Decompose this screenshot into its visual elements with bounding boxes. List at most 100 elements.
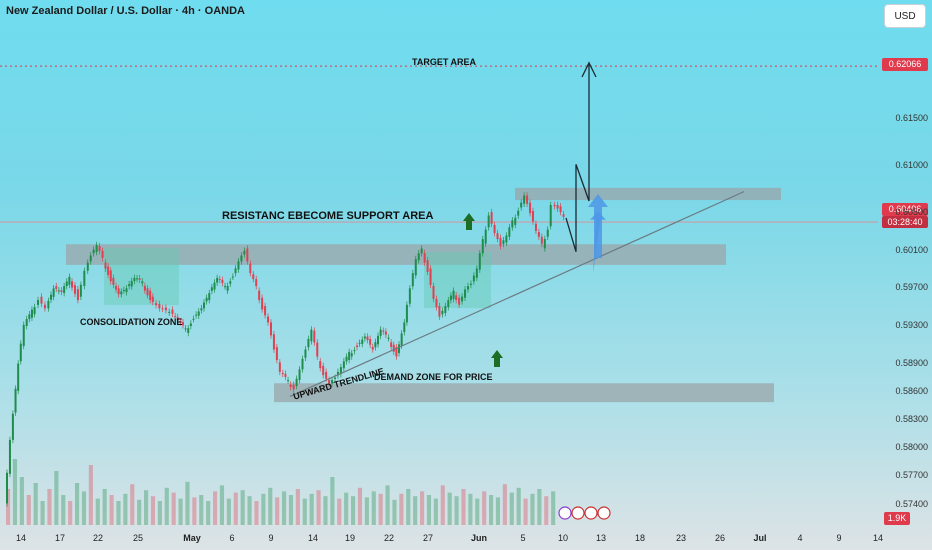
time-tick-label: 22 <box>383 533 395 543</box>
candle-body <box>325 371 328 379</box>
candle-body <box>289 384 292 387</box>
candle-body <box>151 296 154 303</box>
candle-body <box>208 293 211 301</box>
candle-body <box>408 288 411 304</box>
candle-body <box>353 350 356 352</box>
volume-bar <box>247 496 252 525</box>
volume-bar <box>502 484 507 525</box>
volume-bar <box>171 492 176 525</box>
candle-body <box>348 351 351 360</box>
candle-body <box>514 217 517 225</box>
current-price-tag: 0.60406 <box>882 203 928 216</box>
volume-bar <box>461 489 466 525</box>
candle-body <box>43 304 46 309</box>
candle-body <box>331 380 334 384</box>
time-tick-label: 14 <box>872 533 884 543</box>
candle-body <box>478 253 481 270</box>
candle-body <box>47 300 50 309</box>
demand-zone-label: DEMAND ZONE FOR PRICE <box>374 372 493 382</box>
time-tick-label: 27 <box>422 533 434 543</box>
upward-trendline <box>289 191 745 397</box>
volume-bar <box>351 496 356 525</box>
target-price-tag: 0.62066 <box>882 58 928 71</box>
candle-body <box>133 277 136 282</box>
time-tick-label: 14 <box>307 533 319 543</box>
candle-body <box>168 311 171 313</box>
candle-body <box>553 204 556 207</box>
candle-body <box>234 268 237 274</box>
candle-body <box>328 379 331 384</box>
volume-bar <box>54 471 59 525</box>
volume-bar <box>530 493 535 525</box>
candle-body <box>441 310 444 315</box>
time-tick-label: 14 <box>15 533 27 543</box>
volume-bar <box>392 499 397 525</box>
price-tick-label: 0.58300 <box>895 413 928 424</box>
volume-bar <box>433 498 438 525</box>
candle-body <box>187 328 190 333</box>
time-tick-label: 25 <box>132 533 144 543</box>
candle-body <box>310 329 313 342</box>
candle-body <box>197 311 200 316</box>
candle-body <box>475 268 478 278</box>
candle-body <box>461 296 464 302</box>
volume-bar <box>482 491 487 525</box>
candle-body <box>146 288 149 296</box>
volume-bar <box>544 496 549 525</box>
candle-body <box>14 388 17 413</box>
demand-zone <box>274 383 774 403</box>
candle-body <box>313 330 316 343</box>
candle-body <box>334 377 337 379</box>
bolt-icon <box>558 506 572 520</box>
candle-body <box>484 229 487 244</box>
candle-body <box>19 343 22 362</box>
candle-body <box>426 260 429 272</box>
volume-bar <box>495 497 501 525</box>
candle-body <box>390 342 393 348</box>
candle-body <box>30 309 33 318</box>
candle-body <box>505 235 508 243</box>
price-tick-label: 0.60100 <box>895 244 928 255</box>
candle-body <box>369 338 372 345</box>
volume-bar <box>316 490 321 525</box>
candle-body <box>511 220 514 228</box>
volume-bar <box>226 498 231 525</box>
candle-body <box>387 337 390 339</box>
candle-body <box>264 306 267 316</box>
candle-body <box>252 274 255 280</box>
candle-body <box>205 297 208 302</box>
volume-bar <box>219 485 225 525</box>
candle-body <box>472 275 475 282</box>
candle-body <box>229 281 232 284</box>
candle-body <box>490 212 493 224</box>
currency-button[interactable]: USD <box>884 4 926 28</box>
green-up-arrow <box>491 350 503 367</box>
candle-body <box>540 236 543 244</box>
candle-body <box>213 282 216 290</box>
candle-body <box>22 324 25 346</box>
volume-bar <box>75 483 80 525</box>
candle-body <box>120 291 123 295</box>
volume-bar <box>475 498 480 525</box>
time-tick-label: 13 <box>595 533 607 543</box>
volume-bar <box>440 485 445 525</box>
candle-body <box>287 380 290 382</box>
candle-body <box>529 202 532 214</box>
time-tick-label: Jun <box>470 533 488 543</box>
volume-bar <box>6 489 11 525</box>
candle-body <box>221 279 224 284</box>
candle-body <box>523 195 526 204</box>
candle-body <box>405 304 408 323</box>
candle-body <box>316 342 319 357</box>
candle-body <box>307 338 310 348</box>
volume-bar <box>309 493 314 525</box>
candle-body <box>432 285 435 299</box>
candle-body <box>246 248 249 262</box>
volume-bar <box>185 481 190 525</box>
upper-resistance-zone <box>515 187 781 201</box>
candle-body <box>57 290 60 292</box>
candle-body <box>481 239 484 254</box>
volume-bar <box>109 495 114 525</box>
